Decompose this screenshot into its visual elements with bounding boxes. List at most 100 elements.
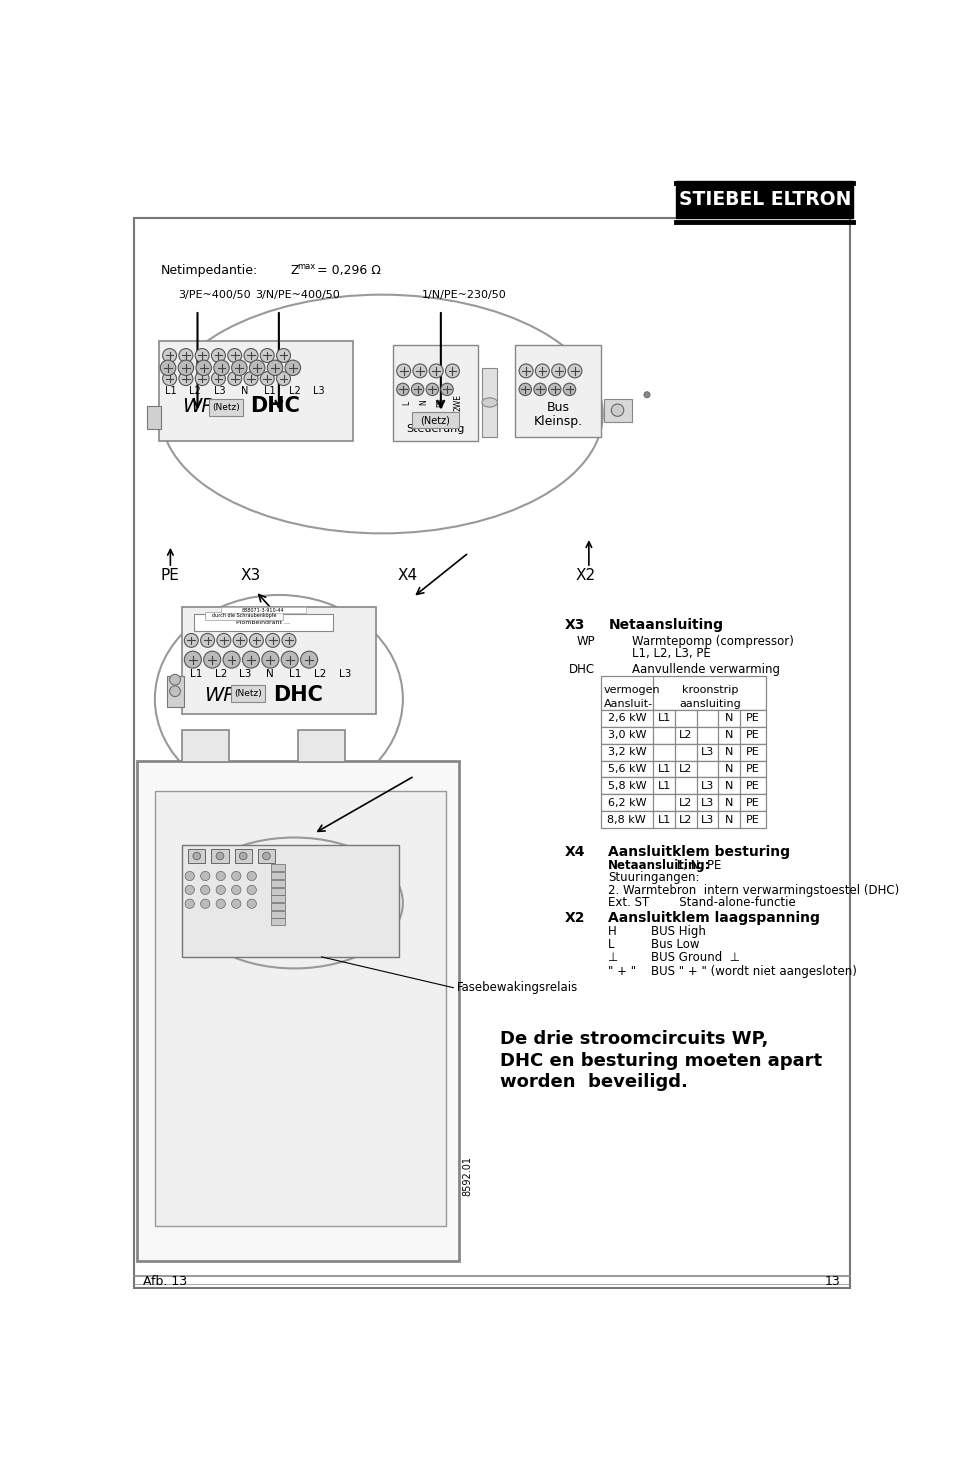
Text: N: N: [241, 386, 249, 396]
Text: 13: 13: [825, 1274, 841, 1287]
Text: Plombeindraht ...: Plombeindraht ...: [236, 619, 290, 625]
Text: L3: L3: [701, 782, 714, 790]
Text: 3/PE~400/50: 3/PE~400/50: [179, 289, 251, 300]
Circle shape: [260, 349, 275, 362]
Circle shape: [519, 383, 532, 396]
Text: BUS High: BUS High: [651, 925, 706, 938]
Text: DHC: DHC: [251, 396, 300, 416]
Circle shape: [195, 349, 209, 362]
Text: L: L: [609, 938, 614, 951]
Text: 2,6 kW: 2,6 kW: [608, 713, 646, 723]
Circle shape: [239, 852, 247, 861]
Text: Aansluitklem besturing: Aansluitklem besturing: [609, 846, 790, 859]
Text: Bus Low: Bus Low: [651, 938, 700, 951]
Text: aansluiting: aansluiting: [679, 700, 741, 709]
Text: Aansluit-: Aansluit-: [604, 700, 653, 709]
Text: PE: PE: [746, 713, 760, 723]
Circle shape: [184, 634, 199, 647]
Text: PE: PE: [160, 568, 180, 583]
Bar: [601, 777, 766, 795]
Text: Steuerung: Steuerung: [406, 424, 465, 434]
Text: WP: WP: [182, 397, 213, 416]
Circle shape: [216, 871, 226, 881]
Text: Z: Z: [291, 263, 299, 276]
Text: H: H: [609, 925, 617, 938]
Text: L2: L2: [189, 386, 201, 396]
Text: N: N: [725, 730, 733, 741]
Circle shape: [282, 634, 296, 647]
Circle shape: [231, 359, 247, 375]
Text: STIEBEL ELTRON: STIEBEL ELTRON: [679, 190, 851, 209]
Text: worden  beveiligd.: worden beveiligd.: [500, 1074, 687, 1091]
Text: L2: L2: [314, 669, 326, 679]
Circle shape: [201, 871, 210, 881]
Bar: [601, 811, 766, 828]
Bar: [271, 865, 285, 871]
Text: N: N: [725, 747, 733, 757]
Text: DHC: DHC: [274, 685, 324, 706]
Circle shape: [201, 634, 214, 647]
Text: N: N: [725, 764, 733, 774]
Text: De drie stroomcircuits WP,: De drie stroomcircuits WP,: [500, 1030, 768, 1048]
Bar: [147, 406, 161, 430]
Text: BUS Ground  ⊥: BUS Ground ⊥: [651, 951, 740, 964]
Bar: [271, 919, 285, 925]
Text: Netaansluiting:: Netaansluiting:: [609, 859, 710, 872]
Text: L1: L1: [190, 669, 203, 679]
Text: L1: L1: [289, 669, 301, 679]
Circle shape: [211, 349, 226, 362]
Text: Netaansluiting: Netaansluiting: [609, 618, 723, 633]
Text: X3: X3: [240, 568, 260, 583]
Bar: [182, 846, 399, 957]
Text: L3: L3: [701, 798, 714, 808]
Text: Aansluitklem laagspanning: Aansluitklem laagspanning: [609, 912, 820, 925]
Text: L3: L3: [214, 386, 226, 396]
Bar: [516, 345, 601, 437]
Circle shape: [644, 392, 650, 397]
Bar: [188, 849, 205, 863]
Text: L2: L2: [215, 669, 227, 679]
Text: Kleinsp.: Kleinsp.: [534, 415, 583, 428]
Circle shape: [426, 383, 439, 396]
Circle shape: [441, 383, 453, 396]
Bar: [271, 888, 285, 894]
Bar: [230, 685, 265, 701]
Circle shape: [193, 852, 201, 861]
Circle shape: [247, 885, 256, 894]
Circle shape: [612, 405, 624, 416]
Text: L2: L2: [679, 730, 692, 741]
Text: Warmtepomp (compressor): Warmtepomp (compressor): [632, 636, 793, 649]
Text: N: N: [725, 782, 733, 790]
Bar: [601, 710, 766, 726]
Bar: [209, 399, 243, 415]
Text: 888071-3-910-44: 888071-3-910-44: [242, 608, 285, 612]
Circle shape: [201, 885, 210, 894]
Bar: [677, 181, 853, 219]
Bar: [205, 612, 283, 619]
Circle shape: [179, 349, 193, 362]
Circle shape: [412, 383, 423, 396]
Text: kroonstrip: kroonstrip: [682, 685, 738, 694]
Text: L1: L1: [658, 782, 671, 790]
Circle shape: [170, 675, 180, 685]
Text: PE: PE: [746, 747, 760, 757]
Text: X3: X3: [564, 618, 586, 633]
Text: L3: L3: [701, 747, 714, 757]
Text: 8592.01: 8592.01: [462, 1156, 472, 1197]
Text: X4: X4: [397, 568, 418, 583]
Bar: [482, 368, 497, 437]
Bar: [166, 676, 183, 707]
Circle shape: [247, 871, 256, 881]
Circle shape: [260, 371, 275, 386]
Text: WP: WP: [204, 685, 234, 704]
Text: N: N: [725, 713, 733, 723]
Circle shape: [170, 685, 180, 697]
Circle shape: [162, 349, 177, 362]
Text: = 0,296 Ω: = 0,296 Ω: [313, 263, 381, 276]
Bar: [601, 761, 766, 777]
Circle shape: [160, 359, 176, 375]
Circle shape: [228, 349, 242, 362]
Bar: [601, 676, 766, 710]
Circle shape: [276, 371, 291, 386]
Circle shape: [196, 359, 211, 375]
